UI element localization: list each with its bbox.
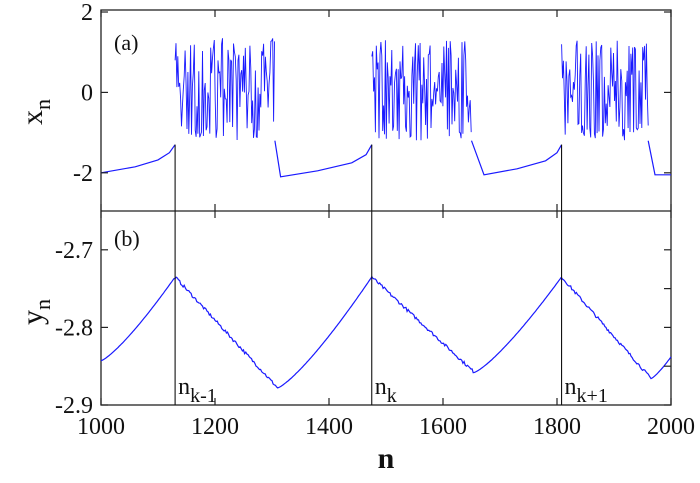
yn-ylabel: yn [16, 299, 55, 325]
panel-a-label: (a) [114, 30, 138, 55]
xn-quiet-phase [274, 140, 373, 178]
event-markers: nk-1 nk nk+1 [174, 144, 608, 407]
y-tick-label: -2 [73, 161, 93, 187]
data-curves [100, 38, 672, 389]
x-tick-label: 1800 [533, 414, 581, 440]
event-marker-label: nk+1 [565, 374, 608, 407]
x-tick-label: 1200 [191, 414, 239, 440]
y-tick-label: 2 [81, 0, 93, 26]
y-tick-label: 0 [81, 80, 93, 106]
x-tick-label: 2000 [647, 414, 695, 440]
yn-curve [100, 275, 672, 389]
xn-quiet-phase [470, 140, 563, 176]
ticks: 1000 1200 1400 1600 1800 2000 2 0 -2 -2.7 -2.8 -2.9 [55, 0, 695, 440]
xn-quiet-phase [100, 144, 176, 174]
y-tick-label: -2.9 [55, 393, 93, 419]
xn-burst [371, 40, 472, 141]
xn-quiet-phase [647, 140, 671, 176]
xn-ylabel: xn [16, 99, 55, 125]
event-marker-label: nk-1 [178, 374, 217, 407]
x-tick-label: 1000 [77, 414, 125, 440]
x-tick-label: 1600 [419, 414, 467, 440]
y-tick-label: -2.7 [55, 238, 93, 264]
xn-burst [561, 40, 649, 141]
n-xlabel: n [378, 442, 395, 475]
y-tick-label: -2.8 [55, 315, 93, 341]
panel-b-label: (b) [114, 226, 140, 251]
event-marker-label: nk [375, 374, 397, 407]
x-tick-label: 1400 [305, 414, 353, 440]
xn-burst [174, 38, 275, 141]
